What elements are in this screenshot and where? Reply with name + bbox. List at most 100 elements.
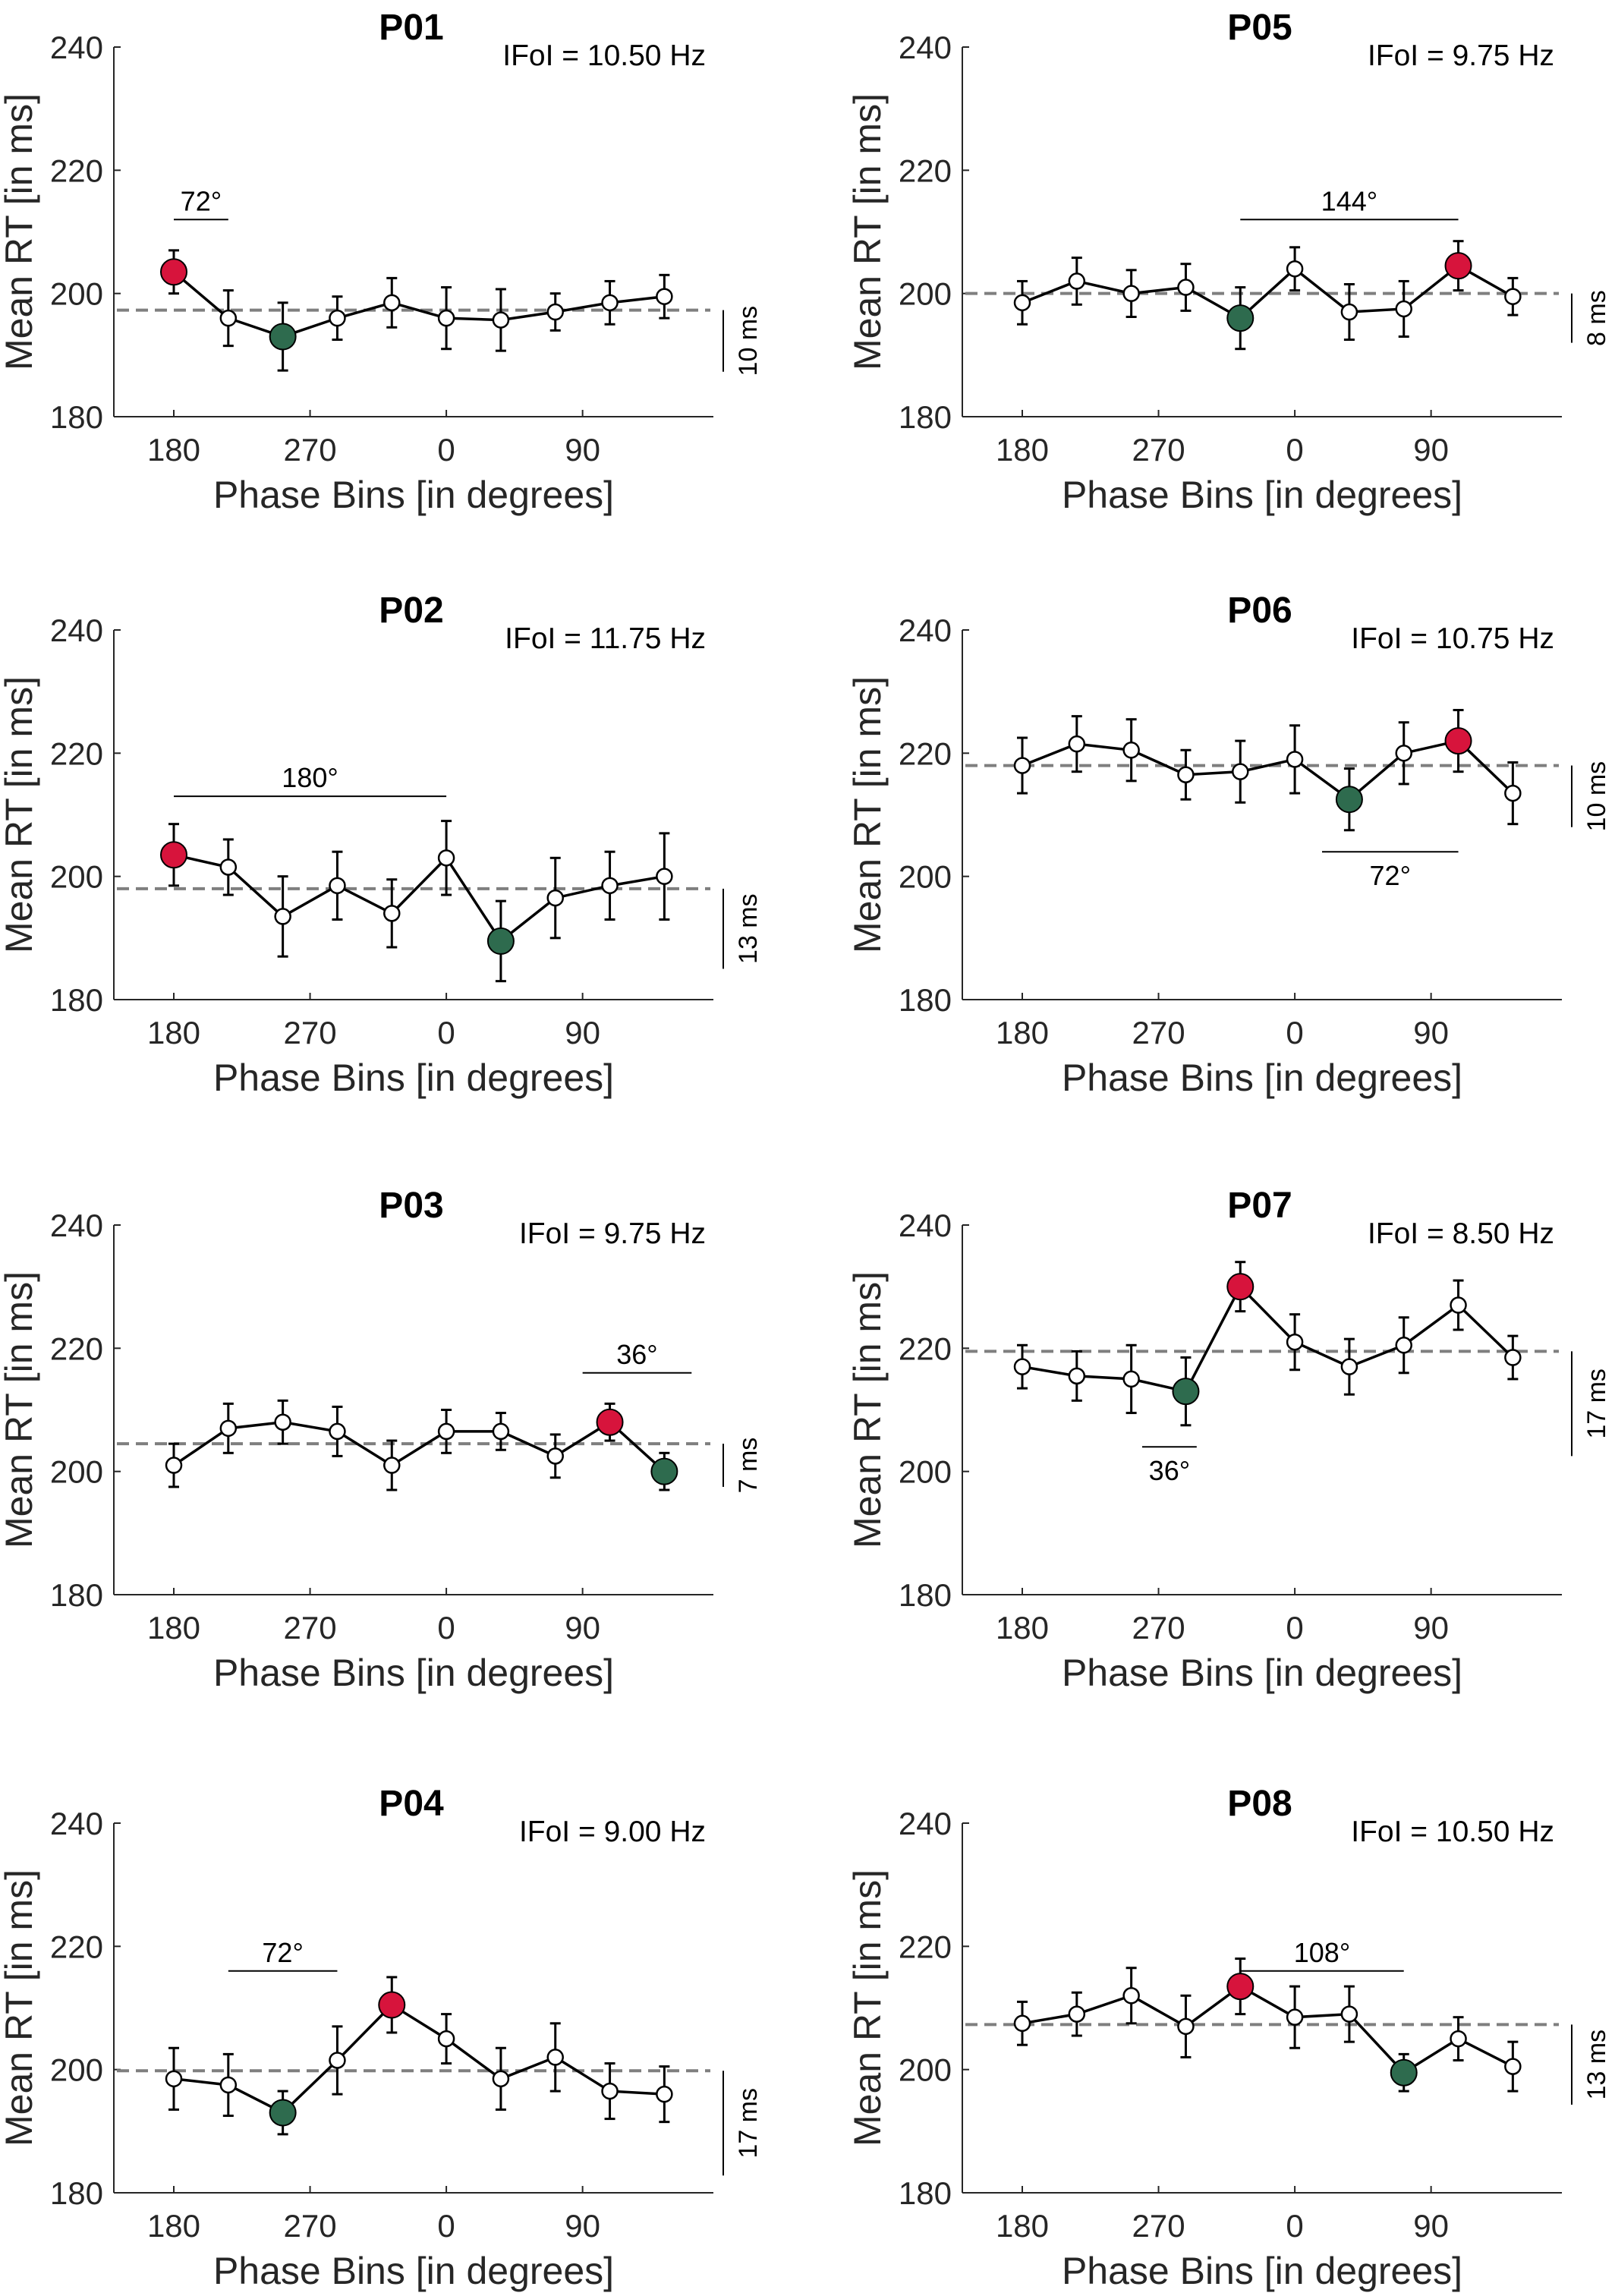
data-point — [1232, 763, 1249, 780]
y-axis-label: Mean RT [in ms] — [0, 1271, 40, 1548]
chart-panel-p03: 180 200 220 240 180 270 0 90 Phase Bins [in degr… — [0, 1186, 763, 1694]
data-point — [1504, 2058, 1522, 2075]
data-point — [546, 2049, 564, 2066]
phase-bracket-label: 36° — [1149, 1455, 1190, 1486]
y-tick-label: 200 — [899, 2052, 952, 2088]
x-tick-label: 270 — [284, 432, 337, 468]
max-point — [160, 841, 187, 869]
data-point — [601, 877, 619, 895]
y-tick-label: 220 — [899, 1929, 952, 1964]
scale-bar-label: 8 ms — [1582, 290, 1611, 346]
y-axis-label: Mean RT [in ms] — [0, 1869, 40, 2146]
series-line — [173, 1420, 666, 1472]
scale-bar-label: 7 ms — [734, 1438, 763, 1494]
y-tick-label: 200 — [899, 859, 952, 895]
data-point — [1068, 1367, 1086, 1385]
series-line — [1022, 1284, 1514, 1394]
data-point — [546, 303, 564, 321]
x-tick-label: 90 — [1413, 1015, 1449, 1050]
chart-title: P05 — [1227, 8, 1292, 48]
frequency-label: IFoI = 9.00 Hz — [519, 1816, 706, 1848]
x-tick-label: 90 — [565, 1015, 600, 1050]
data-point — [1013, 2014, 1031, 2033]
data-point — [329, 877, 346, 895]
chart-panel-p04: 180 200 220 240 180 270 0 90 Phase Bins [in degr… — [0, 1784, 763, 2292]
data-point — [1286, 1333, 1304, 1351]
series-line — [1022, 739, 1514, 802]
data-point — [329, 1422, 346, 1441]
y-tick-label: 180 — [899, 1577, 952, 1613]
frequency-label: IFoI = 10.50 Hz — [1351, 1816, 1554, 1848]
x-tick-label: 270 — [1132, 1015, 1185, 1050]
x-axis-label: Phase Bins [in degrees] — [213, 2250, 614, 2292]
x-tick-label: 90 — [1413, 2208, 1449, 2244]
max-point — [160, 258, 187, 286]
data-point — [1177, 279, 1195, 296]
x-tick-label: 270 — [284, 2208, 337, 2244]
y-tick-label: 240 — [50, 30, 103, 65]
y-tick-label: 220 — [50, 1929, 103, 1964]
data-point — [165, 2070, 183, 2088]
y-tick-label: 240 — [50, 1806, 103, 1841]
data-point — [1286, 260, 1304, 278]
max-point — [378, 1991, 406, 2019]
x-tick-label: 0 — [437, 432, 455, 468]
data-point — [383, 294, 401, 312]
series-line — [1022, 264, 1514, 320]
y-axis-label: Mean RT [in ms] — [0, 676, 40, 953]
y-tick-label: 220 — [50, 735, 103, 771]
data-point — [656, 288, 673, 305]
data-point — [1504, 288, 1522, 305]
max-point — [1226, 1273, 1255, 1301]
x-tick-label: 180 — [996, 432, 1049, 468]
data-point — [274, 908, 291, 925]
frequency-label: IFoI = 8.50 Hz — [1368, 1217, 1554, 1250]
data-point — [492, 311, 510, 329]
x-tick-label: 0 — [1286, 1015, 1303, 1050]
x-tick-label: 0 — [437, 1610, 455, 1646]
min-point — [1390, 2058, 1418, 2087]
data-point — [329, 309, 346, 327]
scale-bar-label: 17 ms — [734, 2088, 763, 2159]
chart-panel-p02: 180 200 220 240 180 270 0 90 Phase Bins [in degr… — [0, 591, 763, 1099]
x-tick-label: 180 — [996, 1015, 1049, 1050]
y-tick-label: 180 — [50, 2175, 103, 2211]
chart-title: P03 — [379, 1186, 443, 1226]
y-axis-label: Mean RT [in ms] — [0, 93, 40, 370]
series-line — [173, 853, 665, 943]
x-tick-label: 270 — [1132, 432, 1185, 468]
y-tick-label: 180 — [50, 982, 103, 1018]
frequency-label: IFoI = 9.75 Hz — [1368, 39, 1554, 72]
min-point — [1226, 304, 1255, 332]
data-point — [1340, 1358, 1358, 1375]
chart-title: P06 — [1227, 591, 1292, 631]
y-tick-label: 200 — [50, 2052, 103, 2088]
y-tick-label: 200 — [50, 1454, 103, 1490]
x-tick-label: 270 — [284, 1015, 337, 1050]
y-tick-label: 240 — [899, 613, 952, 648]
y-axis-label: Mean RT [in ms] — [846, 1271, 889, 1548]
data-point — [601, 2082, 619, 2100]
data-point — [383, 1457, 401, 1474]
min-point — [486, 927, 515, 955]
x-tick-label: 180 — [996, 2208, 1049, 2244]
max-point — [1226, 1973, 1255, 2001]
chart-title: P04 — [379, 1784, 444, 1824]
y-axis-label: Mean RT [in ms] — [846, 93, 889, 370]
data-point — [656, 2085, 673, 2103]
data-point — [656, 868, 673, 885]
scale-bar-label: 13 ms — [1582, 2030, 1611, 2100]
data-point — [329, 2052, 346, 2069]
y-tick-label: 200 — [899, 276, 952, 312]
chart-panel-p06: 180 200 220 240 180 270 0 90 Phase Bins [in degr… — [846, 591, 1611, 1099]
x-tick-label: 180 — [147, 1015, 200, 1050]
phase-bracket-label: 36° — [616, 1339, 657, 1370]
max-point — [596, 1408, 624, 1436]
data-point — [546, 1447, 564, 1465]
y-tick-label: 200 — [50, 859, 103, 895]
min-point — [269, 323, 297, 351]
x-tick-label: 90 — [1413, 1610, 1449, 1646]
x-tick-label: 180 — [147, 1610, 200, 1646]
data-point — [1395, 300, 1412, 318]
x-tick-label: 270 — [284, 1610, 337, 1646]
